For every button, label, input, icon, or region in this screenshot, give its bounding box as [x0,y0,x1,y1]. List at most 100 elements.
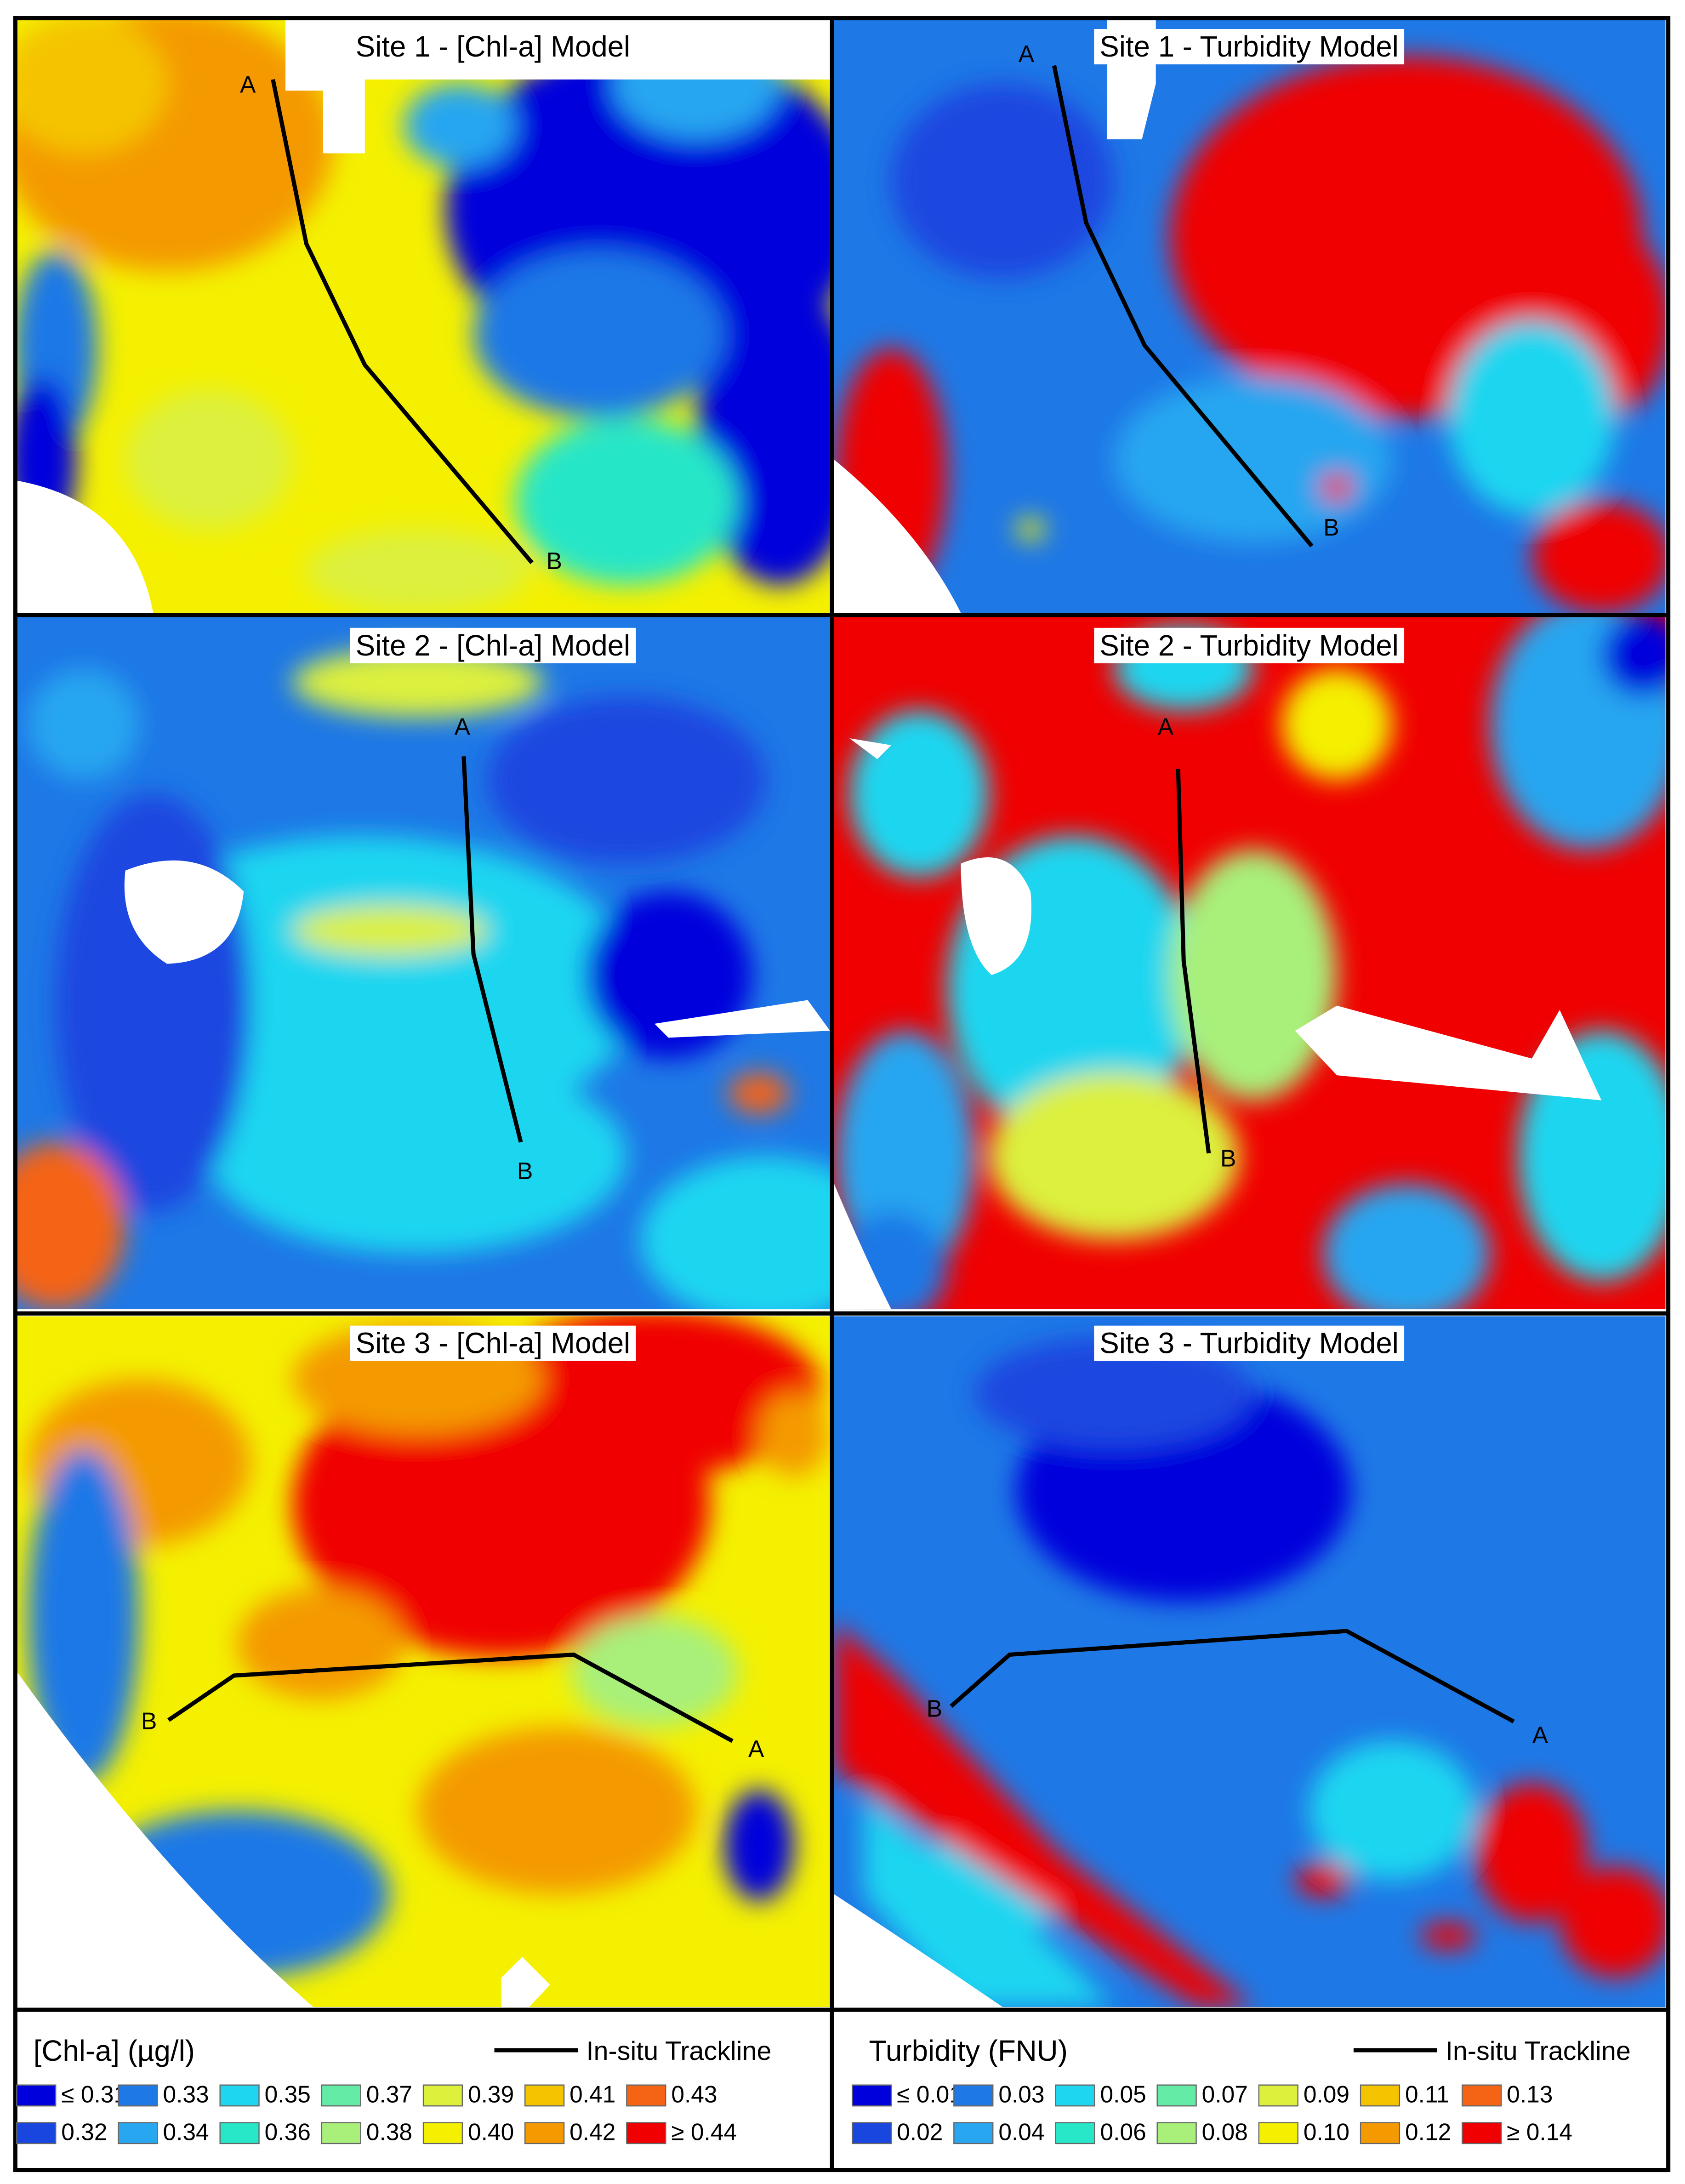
map-region [974,1337,1253,1449]
map-panel [834,19,1666,613]
legend-label: 0.40 [468,2118,514,2145]
point-label: A [1158,713,1174,740]
point-label: B [141,1708,157,1734]
legend-swatch [1156,2084,1197,2107]
map-region [1476,1783,1588,1922]
legend-label: 0.10 [1304,2118,1349,2145]
map-region [515,418,738,585]
map-region [17,19,167,154]
map-region [306,529,529,613]
legend-swatch [219,2084,260,2107]
no-data-area [654,1000,830,1038]
legend-label: 0.04 [998,2118,1044,2145]
map-region [1320,473,1354,502]
map-region [640,1156,830,1310]
legend-swatch [851,2084,892,2107]
legend-swatch [953,2122,994,2144]
map-surface [835,56,1666,613]
legend-swatch [1360,2122,1400,2144]
map-region [28,1448,139,1783]
legend-label: 0.06 [1100,2118,1146,2145]
legend-swatch [422,2122,463,2144]
legend-label: 0.43 [671,2081,717,2108]
legend-swatch [524,2122,565,2144]
legend-label: 0.35 [265,2081,311,2108]
map-panel [17,19,830,613]
map-region [863,1796,1114,2007]
map-region [1601,617,1666,697]
no-data-area [849,738,892,759]
map-region [834,1622,1253,2007]
point-label: A [748,1735,764,1762]
map-region [1169,850,1337,1101]
point-label: A [455,713,471,740]
map-region [728,1072,790,1114]
title-background [350,29,636,65]
legend-label: 0.34 [163,2118,209,2145]
map-region [487,696,766,864]
map-region [571,1615,738,1728]
panel-title: Site 3 - [Chl-a] Model [356,1327,630,1360]
map-region [1448,320,1616,516]
legend-label: 0.08 [1202,2118,1248,2145]
point-label: B [517,1158,533,1184]
legend-label: ≥ 0.14 [1507,2118,1572,2145]
no-data-area [834,459,961,613]
no-data-area [124,860,244,964]
legend-trackline-label: In-situ Trackline [1446,2036,1631,2066]
legend-label: 0.02 [897,2118,943,2145]
panel-title: Site 2 - Turbidity Model [1099,629,1399,662]
panel-title: Site 1 - Turbidity Model [1099,30,1399,63]
trackline [1052,65,1314,547]
panel-title: Site 2 - [Chl-a] Model [356,629,630,662]
legend-label: ≤ 0.01 [897,2081,962,2108]
legend-title: [Chl-a] (µg/l) [34,2035,195,2067]
map-surface [834,1337,1666,2007]
legend-swatch [1055,2084,1095,2107]
legend-label: 0.32 [61,2118,107,2145]
legend-swatch [16,2084,57,2107]
map-region [724,1790,794,1901]
legend-label: 0.05 [1100,2081,1146,2108]
legend-label: 0.11 [1405,2081,1449,2108]
map-region [1114,376,1393,543]
legend-label: 0.33 [163,2081,209,2108]
map-region [17,1142,125,1310]
legend-label: 0.42 [569,2118,615,2145]
legend-swatch [1462,2084,1502,2107]
map-region [292,905,488,956]
legend-label: 0.09 [1304,2081,1349,2108]
map-region [1016,518,1045,541]
map-region [404,83,516,167]
legend-label: 0.37 [366,2081,412,2108]
legend-swatch [118,2122,158,2144]
map-region [1560,1866,1666,1978]
map-panel [17,617,830,1310]
point-label: B [546,547,562,574]
map-region [237,1588,404,1699]
legend-label: 0.13 [1507,2081,1553,2108]
legend-swatch [321,2084,361,2107]
trackline [167,1652,734,1743]
legend-label: ≥ 0.44 [671,2118,737,2145]
trackline [461,756,523,1143]
legend-label: 0.12 [1405,2118,1451,2145]
title-background [350,627,636,663]
map-region [125,390,293,530]
legend-swatch [1462,2122,1502,2144]
map-region [759,1392,829,1477]
panel-title: Site 1 - [Chl-a] Model [356,30,630,63]
legend-swatch [851,2122,892,2144]
legend-swatch [626,2084,666,2107]
map-region [1295,1863,1351,1897]
title-background [1094,1325,1405,1361]
no-data-area [961,857,1032,975]
title-background [1094,627,1405,663]
map-region [28,668,139,780]
map-region [56,794,251,1212]
no-data-area [501,1956,550,2007]
legend-label: 0.41 [569,2081,615,2108]
map-surface [17,19,830,613]
